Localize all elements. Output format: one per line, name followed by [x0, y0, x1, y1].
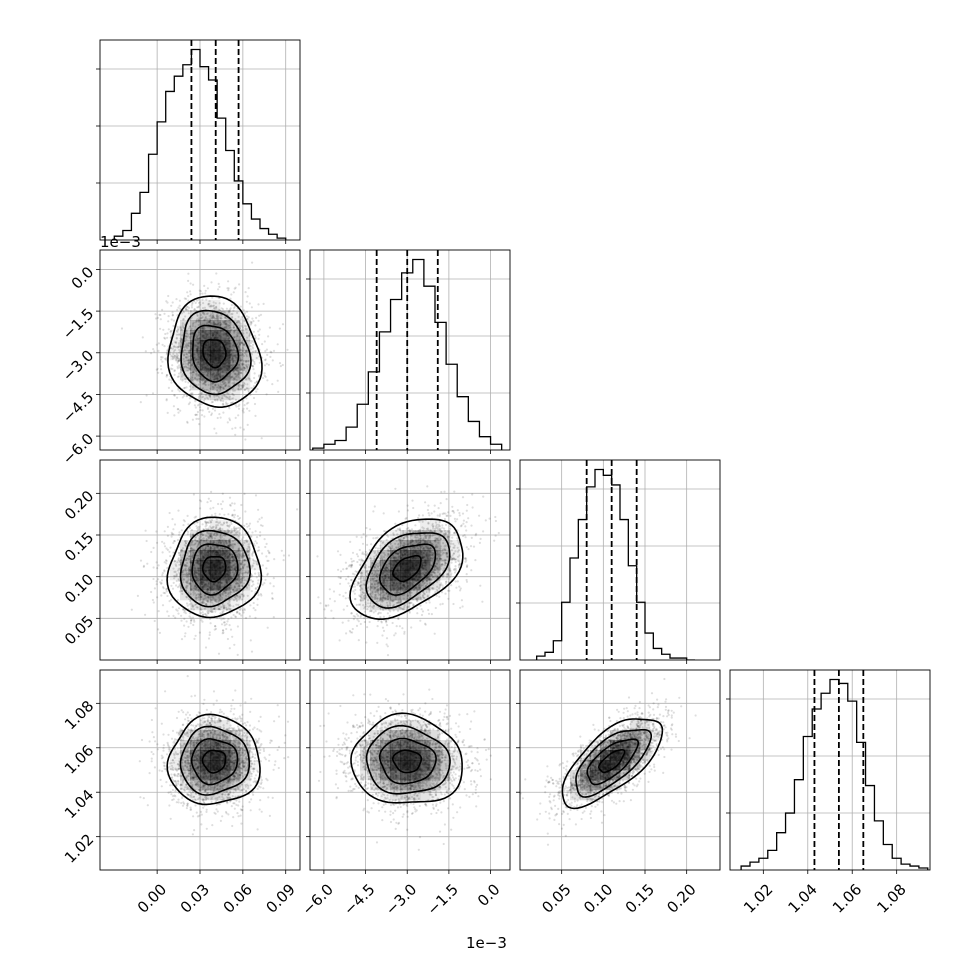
- y-tick-label: −3.0: [59, 346, 97, 384]
- x-tick-label: 0.09: [262, 880, 298, 916]
- x-tick-label: 0.06: [220, 880, 256, 916]
- y-tick-label: 1.04: [61, 786, 97, 822]
- x-offset-label: 1e−3: [466, 934, 507, 952]
- x-tick-label: 1.06: [829, 880, 865, 916]
- panel-3-3: 1.02 1.04 1.06 1.08: [726, 669, 931, 917]
- contour-1: [190, 738, 239, 786]
- y-tick-label: −6.0: [59, 430, 97, 468]
- contour-1: [191, 543, 239, 596]
- contour-0: [597, 749, 626, 774]
- x-tick-label: −1.5: [423, 880, 461, 918]
- contour-0: [392, 749, 423, 774]
- contour-2: [179, 725, 251, 796]
- histogram-2: [536, 468, 695, 660]
- x-tick-label: 0.03: [177, 880, 213, 916]
- density-cells: [170, 300, 261, 401]
- contour-3: [561, 718, 664, 810]
- contour-3: [166, 516, 263, 619]
- x-tick-label: 0.15: [622, 880, 658, 916]
- x-tick-label: −6.0: [298, 880, 336, 918]
- y-tick-label: −1.5: [59, 305, 97, 343]
- y-offset-label: 1e−3: [100, 233, 141, 251]
- x-tick-label: 0.10: [580, 880, 616, 916]
- panel-2-1: [306, 459, 511, 664]
- x-tick-label: 1.04: [784, 880, 820, 916]
- density-cells: [570, 720, 661, 801]
- panel-3-2: 0.05 0.10 0.15 0.20: [516, 669, 721, 917]
- x-tick-label: 0.00: [134, 880, 170, 916]
- contour-3: [350, 712, 463, 804]
- x-tick-label: 0.0: [474, 880, 504, 910]
- histogram-0: [113, 48, 287, 240]
- y-tick-label: −4.5: [59, 388, 97, 426]
- axes-frame: [729, 669, 931, 871]
- x-tick-label: 1.08: [873, 880, 909, 916]
- y-tick-label: 0.0: [68, 263, 98, 293]
- y-tick-label: 1.06: [61, 741, 97, 777]
- axes-frame: [309, 459, 511, 661]
- contour-3: [166, 713, 261, 806]
- contour-1: [586, 738, 640, 786]
- histogram-3: [740, 678, 929, 870]
- panel-1-0: −6.0 −4.5 −3.0−1.5 0.01e−3: [59, 233, 301, 468]
- panel-0-0: [96, 39, 301, 244]
- y-tick-label: 0.20: [61, 487, 97, 523]
- panel-3-0: 1.02 1.04 1.06 1.08 0.00 0.03 0.06 0.09: [61, 669, 301, 917]
- axes-frame: [519, 459, 721, 661]
- contour-2: [365, 532, 451, 609]
- contour-0: [201, 749, 227, 774]
- x-tick-label: 0.05: [538, 880, 574, 916]
- contour-1: [378, 737, 437, 785]
- y-tick-label: 1.02: [61, 830, 97, 866]
- panel-3-1: −6.0 −4.5 −3.0 −1.5 0.0 1e−3: [298, 669, 511, 952]
- panel-1-1: [306, 249, 511, 454]
- panel-2-0: 0.05 0.10 0.15 0.20: [61, 459, 301, 664]
- x-tick-label: −4.5: [340, 880, 378, 918]
- y-tick-label: 0.15: [61, 529, 97, 565]
- x-tick-label: −3.0: [382, 880, 420, 918]
- axes-frame: [309, 249, 511, 451]
- contour-3: [167, 295, 263, 408]
- axes-frame: [309, 669, 511, 871]
- contour-3: [349, 518, 464, 621]
- contour-0: [202, 339, 227, 369]
- axes-frame: [519, 669, 721, 871]
- contour-2: [575, 728, 652, 798]
- x-tick-label: 1.02: [740, 880, 776, 916]
- contour-0: [201, 556, 227, 583]
- y-tick-label: 0.10: [61, 570, 97, 606]
- y-tick-label: 0.05: [61, 612, 97, 648]
- contour-2: [365, 724, 451, 795]
- x-tick-label: 0.20: [663, 880, 699, 916]
- contour-1: [379, 543, 437, 596]
- contour-2: [179, 529, 252, 608]
- contour-2: [180, 309, 252, 396]
- y-tick-label: 1.08: [61, 697, 97, 733]
- contour-1: [191, 324, 240, 383]
- contour-0: [392, 554, 422, 583]
- panel-2-2: [516, 459, 721, 664]
